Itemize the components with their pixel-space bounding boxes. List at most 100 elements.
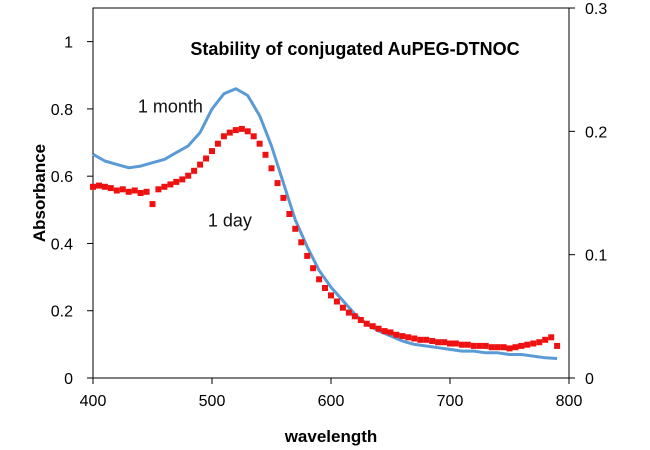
- data-point-1-day: [452, 340, 459, 347]
- y-tick-label: 0.8: [51, 102, 73, 119]
- data-point-1-day: [494, 344, 501, 351]
- data-point-1-day: [435, 339, 442, 346]
- data-point-1-day: [488, 344, 495, 351]
- data-point-1-day: [209, 148, 215, 155]
- data-point-1-day: [256, 140, 263, 147]
- data-point-1-day: [500, 344, 507, 351]
- series-group: [90, 87, 561, 360]
- data-point-1-day: [339, 304, 346, 311]
- y-tick-label: 0.2: [51, 304, 73, 321]
- data-point-1-day: [399, 333, 406, 340]
- y2-tick-label: 0: [585, 371, 594, 388]
- data-point-1-day: [542, 336, 549, 343]
- y2-tick-label: 0.1: [585, 248, 607, 265]
- data-point-1-day: [387, 329, 394, 336]
- data-point-1-day: [96, 182, 102, 189]
- data-point-1-day: [149, 201, 156, 208]
- data-point-1-day: [125, 188, 132, 195]
- data-point-1-day: [328, 292, 334, 299]
- data-point-1-day: [197, 161, 204, 168]
- data-point-1-day: [232, 127, 239, 134]
- data-point-1-day: [90, 183, 96, 190]
- data-point-1-day: [351, 313, 358, 320]
- data-point-1-day: [375, 325, 382, 332]
- data-point-1-day: [167, 181, 174, 188]
- data-point-1-day: [429, 338, 436, 344]
- data-point-1-day: [357, 317, 364, 323]
- data-point-1-day: [518, 342, 525, 349]
- data-point-1-day: [417, 336, 424, 343]
- data-point-1-day: [179, 176, 186, 183]
- data-point-1-day: [405, 334, 412, 341]
- x-tick-label: 400: [80, 393, 107, 410]
- y-tick-label: 1: [64, 35, 73, 52]
- data-point-1-day: [107, 185, 114, 192]
- y-axis-title: Absorbance: [30, 144, 49, 242]
- data-point-1-day: [310, 265, 317, 272]
- x-axis-title: wavelength: [284, 427, 378, 446]
- chart-title: Stability of conjugated AuPEG-DTNOC: [190, 39, 519, 59]
- data-point-1-day: [441, 339, 448, 346]
- y2-tick-label: 0.3: [585, 1, 607, 18]
- data-point-1-day: [280, 194, 287, 201]
- x-tick-label: 600: [318, 393, 345, 410]
- data-point-1-day: [220, 133, 227, 140]
- data-point-1-day: [476, 342, 483, 349]
- x-tick-label: 500: [199, 393, 226, 410]
- data-point-1-day: [548, 334, 555, 341]
- data-point-1-day: [304, 252, 311, 259]
- data-point-1-day: [369, 323, 376, 330]
- data-point-1-day: [268, 165, 275, 172]
- data-point-1-day: [131, 187, 138, 194]
- plot-area: [92, 7, 570, 379]
- data-point-1-day: [482, 342, 489, 349]
- data-point-1-day: [226, 129, 233, 136]
- data-point-1-day: [238, 125, 245, 132]
- data-point-1-day: [185, 172, 192, 179]
- data-point-1-day: [250, 133, 257, 140]
- y-tick-label: 0.4: [51, 236, 73, 253]
- data-point-1-day: [214, 140, 221, 147]
- data-point-1-day: [274, 180, 281, 187]
- data-point-1-day: [536, 339, 543, 346]
- data-point-1-day: [530, 340, 537, 347]
- data-point-1-day: [506, 345, 513, 352]
- data-point-1-day: [423, 336, 430, 343]
- data-point-1-day: [292, 225, 299, 232]
- data-point-1-day: [203, 155, 210, 162]
- data-point-1-day: [161, 183, 168, 190]
- annotation-label: 1 day: [208, 211, 252, 231]
- y-tick-label: 0.6: [51, 169, 73, 186]
- data-point-1-day: [262, 151, 269, 158]
- data-point-1-day: [554, 342, 561, 349]
- y-tick-label: 0: [64, 371, 73, 388]
- data-point-1-day: [286, 211, 293, 217]
- data-point-1-day: [524, 341, 531, 348]
- data-point-1-day: [363, 320, 370, 327]
- data-point-1-day: [119, 186, 126, 193]
- data-point-1-day: [298, 239, 305, 246]
- data-point-1-day: [191, 167, 198, 174]
- data-point-1-day: [113, 187, 120, 194]
- series-line-1-month: [92, 87, 558, 360]
- data-point-1-day: [345, 309, 352, 316]
- data-point-1-day: [512, 344, 519, 351]
- data-point-1-day: [143, 188, 150, 195]
- data-point-1-day: [244, 128, 251, 135]
- y2-tick-label: 0.2: [585, 124, 607, 141]
- data-point-1-day: [322, 285, 328, 291]
- data-point-1-day: [173, 178, 180, 185]
- data-point-1-day: [470, 342, 477, 349]
- data-point-1-day: [333, 298, 340, 305]
- data-point-1-day: [447, 340, 453, 347]
- data-point-1-day: [137, 190, 144, 196]
- data-point-1-day: [381, 328, 388, 335]
- data-point-1-day: [411, 335, 418, 342]
- data-point-1-day: [316, 276, 323, 283]
- data-point-1-day: [393, 331, 400, 338]
- data-point-1-day: [458, 341, 465, 348]
- data-point-1-day: [464, 341, 471, 348]
- labels: Stability of conjugated AuPEG-DTNOC wave…: [30, 39, 520, 446]
